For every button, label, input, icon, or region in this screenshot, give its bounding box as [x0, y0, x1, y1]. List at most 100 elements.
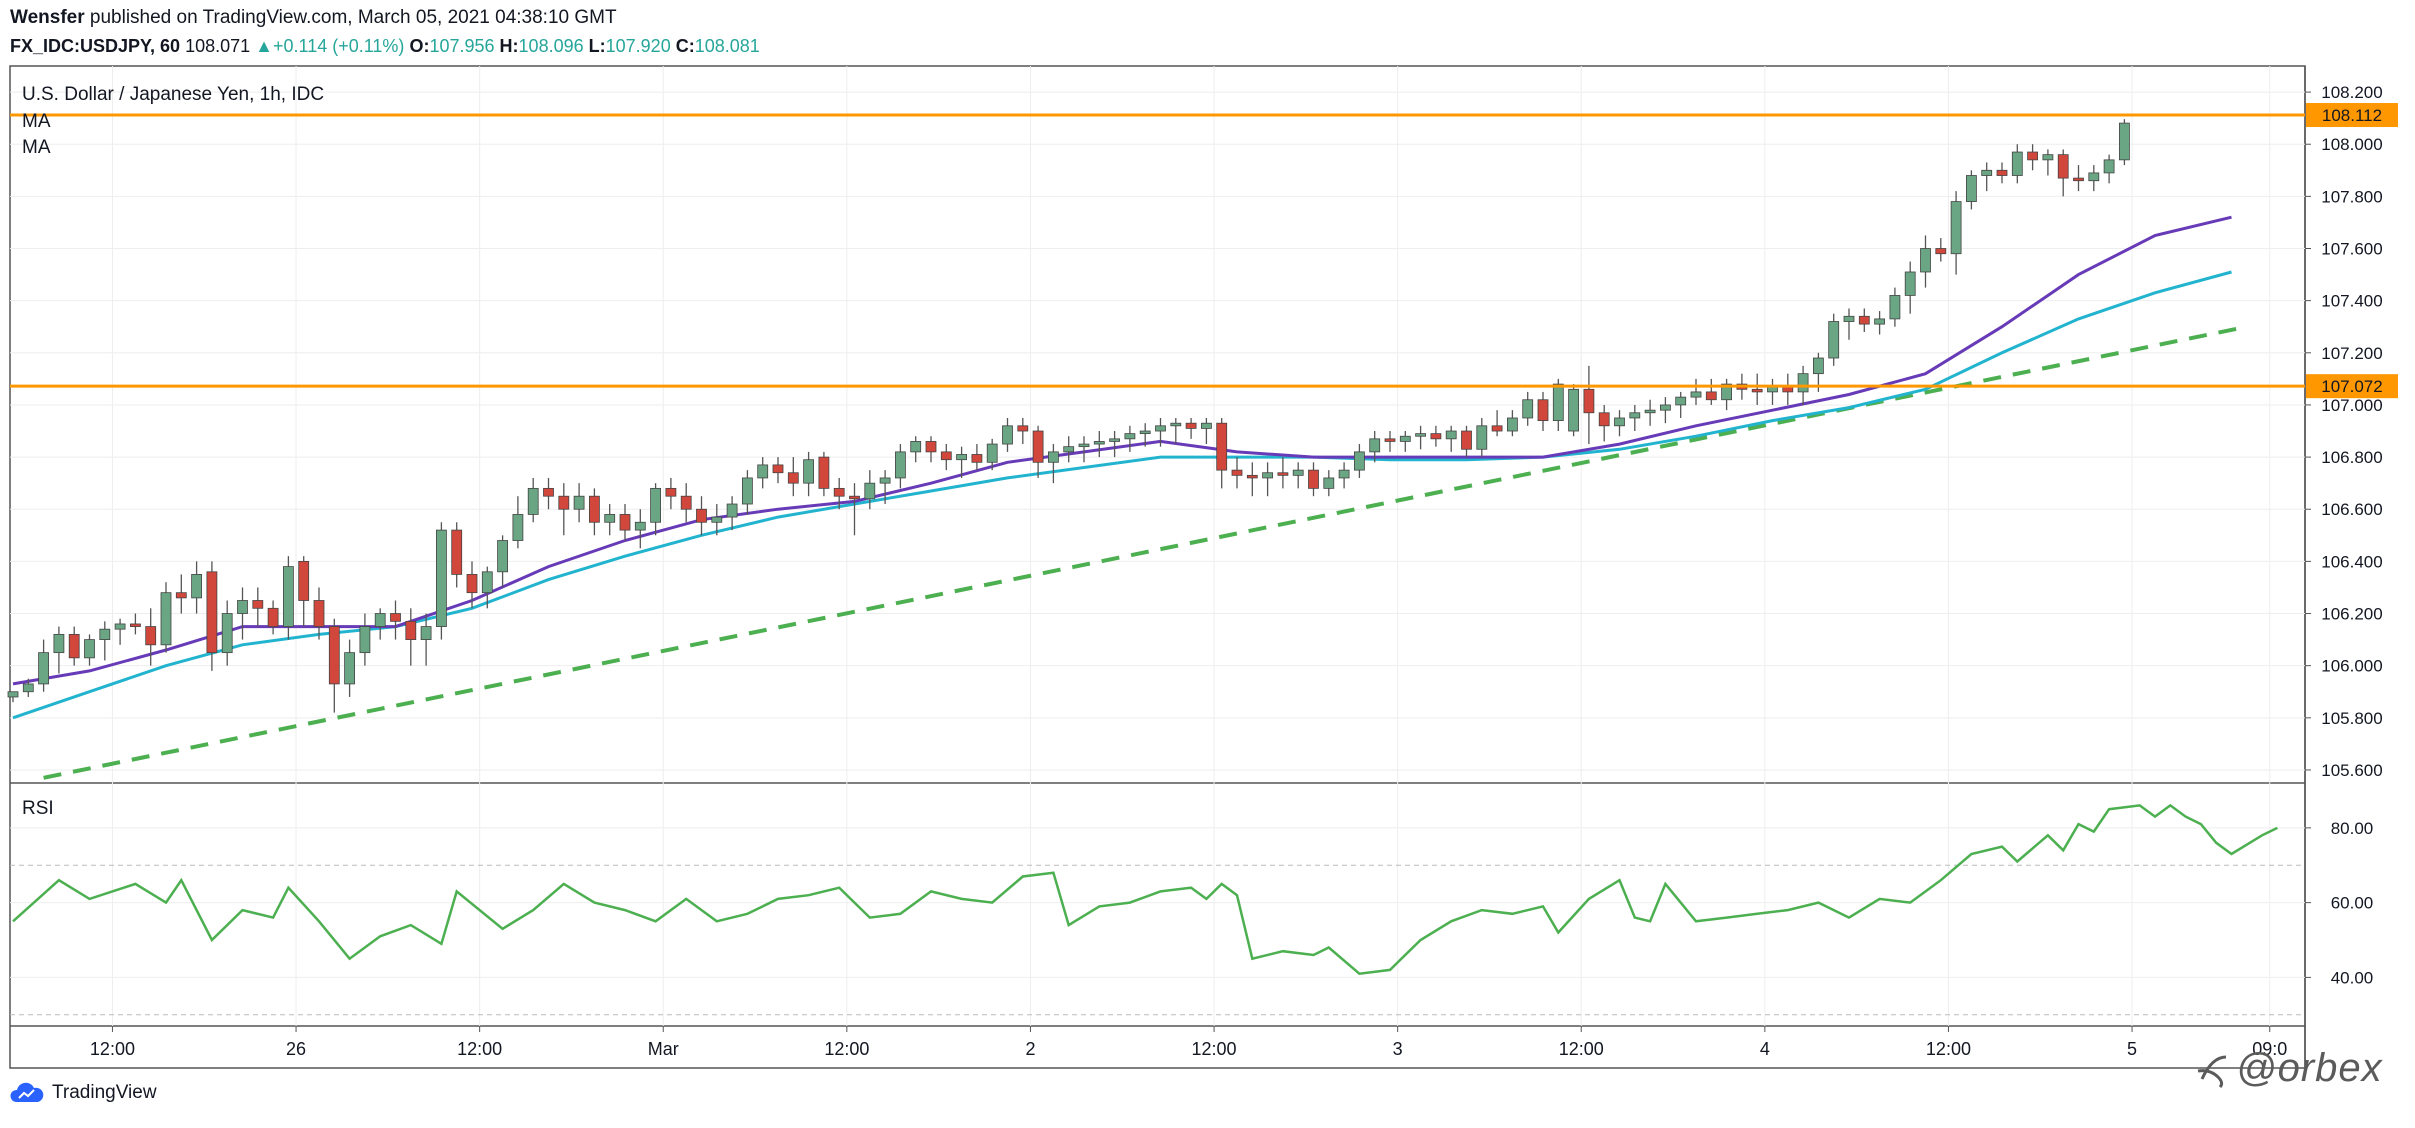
open-label: O: — [409, 36, 430, 56]
candle — [68, 626, 80, 666]
candle-body — [1246, 474, 1258, 479]
candle-body — [864, 482, 876, 500]
candle — [191, 561, 203, 614]
candle-body — [1598, 412, 1610, 427]
candle-body — [2027, 151, 2038, 161]
candle-body — [1690, 391, 1702, 398]
candle — [527, 477, 539, 523]
candle-body — [1507, 417, 1518, 432]
candle — [114, 618, 126, 645]
high-label: H: — [499, 36, 519, 56]
candle-body — [527, 487, 539, 515]
rsi-legend[interactable]: RSI — [22, 798, 54, 819]
candle-body — [543, 487, 554, 497]
time-tick-label: 09:0 — [2252, 1039, 2287, 1059]
symbol-label[interactable]: FX_IDC:USDJPY, 60 — [10, 36, 181, 56]
time-tick-label: 3 — [1393, 1039, 1403, 1059]
candle-body — [1002, 425, 1013, 445]
candle-body — [390, 613, 401, 622]
candle-body — [267, 607, 279, 627]
candle-body — [282, 566, 294, 627]
candle — [390, 600, 401, 640]
candle — [1292, 462, 1304, 489]
candle-body — [925, 441, 937, 453]
price-tick-label: 107.200 — [2321, 344, 2382, 363]
candle-body — [481, 571, 493, 594]
ma-slow-line — [12, 270, 2232, 720]
time-tick-label: 12:00 — [1192, 1039, 1237, 1059]
candle — [619, 504, 631, 541]
time-tick-label: 12:00 — [824, 1039, 869, 1059]
candle-body — [833, 487, 845, 497]
candle — [1430, 425, 1442, 447]
candle — [879, 470, 891, 505]
candle-body — [145, 626, 157, 646]
candle-body — [1522, 399, 1534, 419]
low-value: 107.920 — [605, 36, 671, 56]
time-axis[interactable]: 12:00 26 12:00 Mar 12:00 2 12:00 3 12:00 4 12:00 5 0… — [90, 1026, 2287, 1059]
candle — [298, 556, 310, 627]
candle — [22, 678, 34, 697]
candle-body — [849, 495, 860, 500]
candle — [2103, 154, 2115, 184]
candle-body — [1170, 422, 1182, 427]
candle-body — [420, 626, 432, 641]
candle-body — [1935, 248, 1947, 255]
candle — [1185, 417, 1197, 439]
candle-body — [787, 472, 799, 484]
candle-body — [298, 560, 310, 601]
candle — [895, 444, 906, 489]
candle-body — [940, 451, 952, 461]
candle-body — [1568, 388, 1579, 432]
trendline[interactable] — [43, 324, 2248, 780]
candle-body — [1185, 422, 1197, 429]
candle — [1323, 470, 1335, 497]
brand-name: TradingView — [52, 1082, 157, 1103]
rsi-axis[interactable]: 40.00 60.00 80.00 — [2305, 819, 2373, 988]
candle — [1491, 410, 1503, 437]
candle — [237, 587, 248, 640]
candle-body — [589, 495, 600, 523]
candle-body — [895, 451, 906, 479]
candle — [1889, 287, 1901, 327]
candle — [971, 444, 983, 471]
candle-body — [374, 613, 386, 627]
tradingview-brand[interactable]: TradingView — [10, 1082, 157, 1104]
candle-body — [971, 454, 983, 463]
candle — [864, 470, 876, 510]
candle — [497, 535, 509, 588]
candle — [1782, 373, 1794, 405]
candle — [84, 634, 95, 666]
candle-body — [405, 620, 417, 641]
candle-body — [1216, 422, 1228, 471]
candle — [925, 436, 937, 463]
candle — [7, 691, 19, 703]
cloud-icon — [10, 1082, 44, 1102]
candles — [7, 119, 2130, 713]
candle-body — [1537, 399, 1549, 421]
horizontal-levels[interactable]: 108.112 107.072 — [10, 103, 2398, 399]
ma-legend-1[interactable]: MA — [22, 111, 51, 132]
candle — [374, 608, 386, 640]
candle — [1767, 378, 1778, 405]
price-axis[interactable]: 105.600 105.800 106.000 106.200 106.400 106.6… — [2305, 83, 2383, 780]
candle-body — [497, 540, 509, 573]
price-tick-label: 107.400 — [2321, 292, 2382, 311]
candle-body — [466, 574, 478, 594]
candle — [1598, 404, 1610, 442]
candle — [1063, 436, 1075, 463]
candle-body — [2042, 154, 2054, 161]
candle — [451, 522, 463, 588]
candle — [1705, 378, 1717, 405]
candle-body — [2088, 172, 2100, 182]
candle-body — [986, 443, 998, 463]
trendline-dashed[interactable] — [43, 324, 2248, 780]
candle — [1568, 384, 1579, 437]
candle — [833, 477, 845, 510]
level-price-tag — [2306, 103, 2398, 128]
candle-body — [1644, 409, 1656, 414]
author-name[interactable]: Wensfer — [10, 7, 85, 28]
ma-legend-2[interactable]: MA — [22, 137, 51, 158]
candle — [481, 566, 493, 609]
